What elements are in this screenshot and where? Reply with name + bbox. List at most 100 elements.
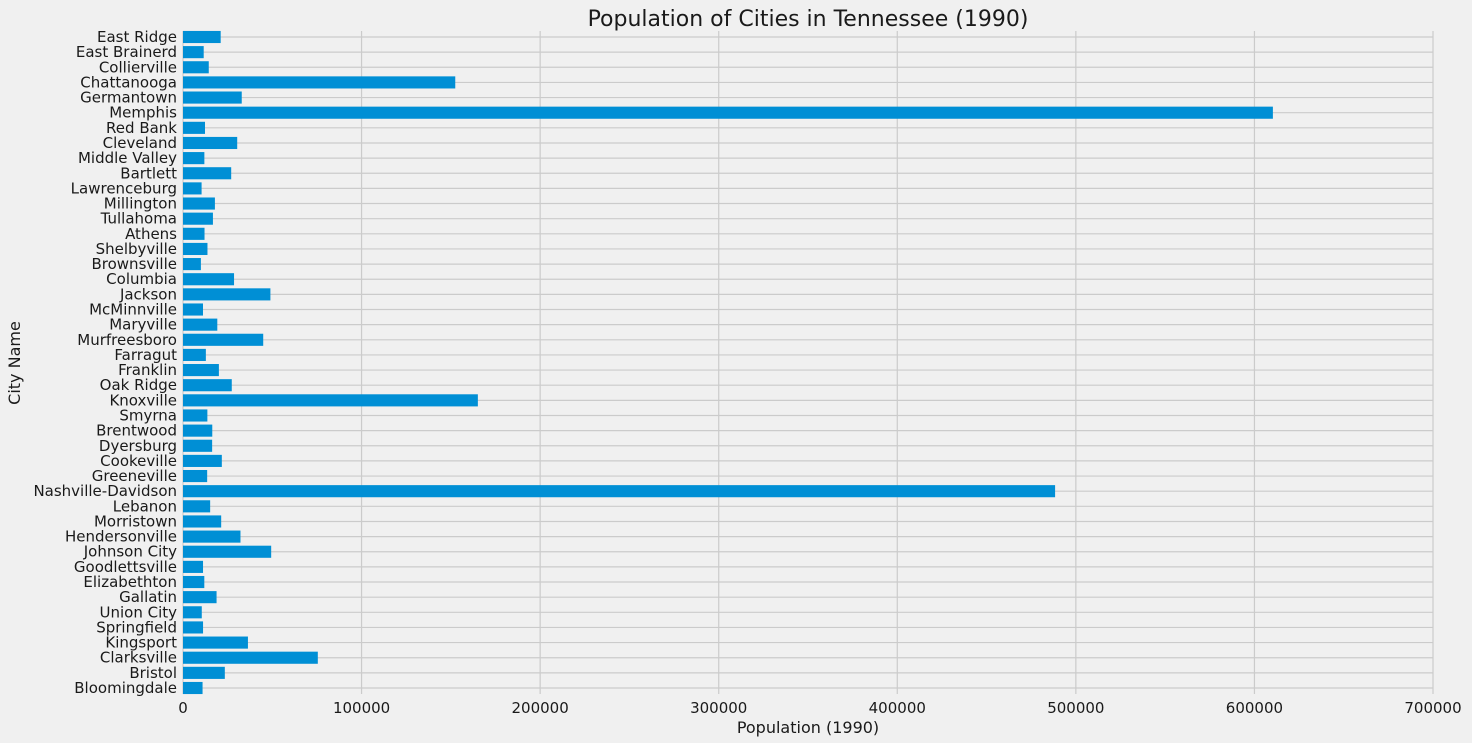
y-tick-label: Knoxville [109,391,177,409]
bar [183,379,232,392]
bar [183,575,205,589]
y-tick-label: Goodlettsville [74,558,177,576]
bar [183,258,201,271]
y-tick-label: Bloomingdale [74,679,177,697]
bar [183,273,235,286]
bar [183,636,248,649]
y-tick-label: Springfield [96,618,177,636]
bar [183,348,206,361]
y-tick-label: Dyersburg [99,437,177,455]
bar [183,485,1056,498]
y-tick-label: Middle Valley [78,149,177,167]
y-tick-label: Collierville [99,58,177,76]
bar [183,364,219,377]
y-tick-label: Red Bank [106,119,177,137]
bar [183,182,202,195]
bar [183,106,1273,119]
bar [183,167,232,180]
bar [183,197,215,210]
y-tick-label: East Brainerd [76,43,177,61]
y-tick-label: Lebanon [113,497,177,515]
y-tick-label: Millington [104,195,177,213]
y-tick-label: Union City [99,603,177,621]
y-tick-label: Brownsville [91,255,177,273]
bar [183,61,209,74]
bar [183,46,204,59]
bar [183,424,213,437]
bar [183,545,272,558]
y-tick-label: Elizabethton [83,573,177,591]
y-tick-label: Greeneville [92,467,177,485]
y-tick-label: Clarksville [100,649,177,667]
bar [183,591,217,604]
bar [183,469,208,483]
y-tick-label: McMinnville [89,301,177,319]
x-tick-label: 100000 [333,699,390,717]
y-tick-label: Franklin [118,361,177,379]
bar [183,681,203,695]
bar [183,666,225,679]
bar [183,621,204,634]
bar [183,606,202,619]
grid-layer [182,31,1434,694]
bar [183,303,203,316]
bar [183,454,222,467]
chart-title: Population of Cities in Tennessee (1990) [588,7,1029,32]
bar-layer [183,30,1273,695]
y-tick-label: Lawrenceburg [71,179,177,197]
x-tick-label: 0 [178,699,188,717]
x-tick-label: 700000 [1404,699,1461,717]
y-tick-label: Chattanooga [80,73,177,91]
y-tick-label: Smyrna [119,406,177,424]
x-tick-labels: 0 100000 200000 300000 400000 500000 600000 700… [178,699,1461,717]
y-tick-label: Shelbyville [96,240,177,258]
bar [183,212,213,225]
bar [183,136,238,150]
bar [183,515,222,528]
bar [183,394,478,407]
bar [183,76,456,89]
bar [183,227,205,240]
x-tick-label: 400000 [869,699,926,717]
y-tick-label: Oak Ridge [100,376,177,394]
y-tick-label: Bristol [129,664,177,682]
y-axis-title: City Name [5,321,24,405]
bar [183,333,264,346]
bar [183,318,218,331]
y-tick-label: Farragut [114,346,177,364]
y-tick-label: Jackson [119,285,177,303]
x-tick-label: 200000 [512,699,569,717]
x-tick-label: 300000 [690,699,747,717]
y-tick-label: Brentwood [96,422,177,440]
bar [183,121,206,134]
y-tick-label: Cookeville [100,452,177,470]
y-tick-label: Morristown [94,512,177,530]
bar [183,91,242,104]
x-axis-title: Population (1990) [737,718,879,737]
y-tick-label: Bartlett [120,164,177,182]
bar [183,152,205,165]
bar [183,242,208,256]
y-tick-label: East Ridge [97,28,177,46]
y-tick-label: Maryville [109,316,177,334]
y-tick-label: Columbia [106,270,177,288]
bar [183,439,213,452]
bar [183,30,221,44]
bar [183,651,318,664]
bar [183,560,204,573]
y-tick-label: Gallatin [119,588,177,606]
y-tick-label: Johnson City [83,543,177,561]
y-tick-label: Tullahoma [100,210,177,228]
x-tick-label: 600000 [1226,699,1283,717]
y-tick-label: Memphis [109,104,177,122]
bar [183,288,271,301]
y-tick-label: Nashville-Davidson [33,482,177,500]
y-tick-label: Hendersonville [65,528,177,546]
y-tick-label: Germantown [80,89,177,107]
y-tick-label: Kingsport [105,634,177,652]
y-tick-label: Athens [125,225,177,243]
y-tick-label: Murfreesboro [77,331,177,349]
